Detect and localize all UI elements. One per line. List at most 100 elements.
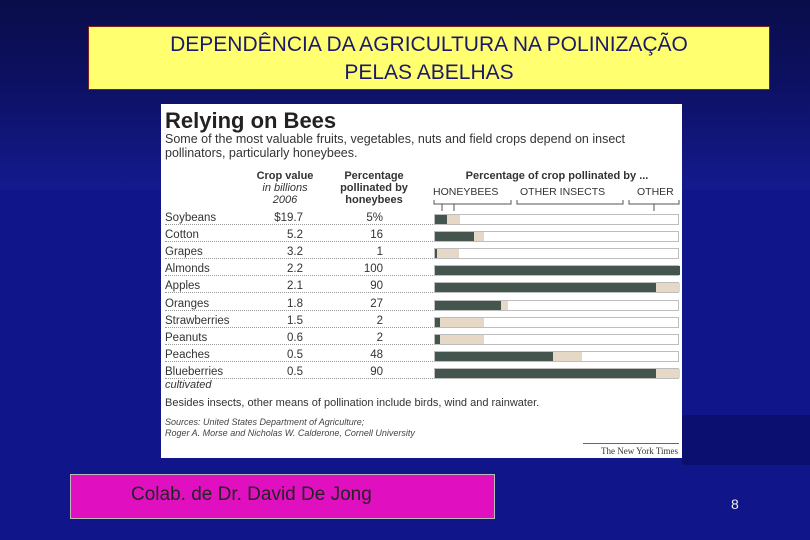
bar-honeybees bbox=[435, 283, 656, 293]
bar-other-insects bbox=[655, 283, 680, 293]
bar-honeybees bbox=[435, 300, 502, 310]
honeybee-percent: 1 bbox=[376, 246, 383, 259]
crop-value-header-line3: 2006 bbox=[272, 194, 298, 206]
bar-track bbox=[434, 299, 679, 311]
bar-track bbox=[434, 316, 679, 328]
publisher-rule bbox=[583, 443, 679, 444]
crop-value-header-line2: in billions bbox=[262, 182, 308, 194]
title-line-2: PELAS ABELHAS bbox=[344, 61, 514, 84]
crop-value-header-line1: Crop value bbox=[256, 170, 314, 182]
row-separator bbox=[165, 275, 433, 277]
crop-label: Peaches bbox=[165, 348, 210, 361]
bar-honeybees bbox=[435, 232, 475, 242]
row-separator bbox=[165, 258, 433, 260]
crop-note: cultivated bbox=[165, 378, 212, 391]
credit-text: Colab. de Dr. David De Jong bbox=[131, 484, 372, 505]
crop-label: Almonds bbox=[165, 263, 210, 276]
bar-honeybees bbox=[435, 317, 440, 327]
percent-header-line2: pollinated by bbox=[340, 182, 408, 194]
crop-label: Cotton bbox=[165, 229, 199, 242]
crop-value: 0.5 bbox=[287, 365, 303, 378]
legend-honeybees: HONEYBEES bbox=[433, 186, 499, 198]
bee-pollination-figure: Relying on Bees Some of the most valuabl… bbox=[161, 104, 682, 458]
bar-track bbox=[434, 214, 679, 225]
bar-other-insects bbox=[439, 317, 484, 327]
crop-value-header: Crop value in billions 2006 bbox=[245, 170, 325, 206]
honeybee-percent: 5% bbox=[366, 212, 383, 224]
percent-honeybee-header: Percentage pollinated by honeybees bbox=[329, 170, 419, 206]
crop-label: Soybeans bbox=[165, 212, 217, 224]
row-separator bbox=[165, 360, 433, 362]
crop-value: 1.8 bbox=[287, 297, 303, 310]
slide-title: DEPENDÊNCIA DA AGRICULTURA NA POLINIZAÇÃ… bbox=[88, 26, 770, 90]
bracket-honeybees bbox=[433, 200, 512, 205]
figure-subheading: Some of the most valuable fruits, vegeta… bbox=[165, 132, 625, 160]
bar-other-insects bbox=[501, 300, 509, 310]
legend-other: OTHER bbox=[637, 186, 674, 198]
source-line-2: Roger A. Morse and Nicholas W. Calderone… bbox=[165, 428, 415, 438]
bar-honeybees bbox=[435, 215, 448, 224]
bar-other-insects bbox=[474, 232, 484, 242]
honeybee-percent: 2 bbox=[376, 331, 383, 344]
crop-value: 0.5 bbox=[287, 348, 303, 361]
bar-track bbox=[434, 350, 679, 362]
crop-label: Strawberries bbox=[165, 314, 230, 327]
honeybee-percent: 100 bbox=[363, 263, 383, 276]
honeybee-percent: 90 bbox=[370, 280, 383, 293]
bar-honeybees bbox=[435, 249, 438, 259]
bar-other-insects bbox=[439, 334, 484, 344]
crop-label: Blueberries bbox=[165, 365, 224, 378]
percent-header-line3: honeybees bbox=[345, 194, 403, 206]
row-separator bbox=[165, 326, 433, 328]
bar-track bbox=[434, 367, 680, 379]
crop-label: Grapes bbox=[165, 246, 203, 259]
crop-value: 5.2 bbox=[287, 229, 303, 242]
crop-value: 2.1 bbox=[287, 280, 303, 293]
crop-value: 0.6 bbox=[287, 331, 303, 344]
row-separator bbox=[165, 309, 433, 311]
legend-other-insects: OTHER INSECTS bbox=[520, 186, 606, 198]
crop-value: $19.7 bbox=[274, 212, 303, 224]
publisher-credit: The New York Times bbox=[600, 446, 678, 456]
percent-header-line1: Percentage bbox=[344, 170, 404, 182]
figure-heading: Relying on Bees bbox=[165, 108, 337, 133]
bar-track bbox=[434, 265, 680, 277]
row-separator bbox=[165, 343, 433, 345]
bar-other-insects bbox=[437, 249, 460, 259]
row-separator bbox=[165, 224, 433, 225]
background-block bbox=[682, 415, 810, 465]
row-separator bbox=[165, 377, 433, 379]
crop-value: 3.2 bbox=[287, 246, 303, 259]
bar-track bbox=[434, 248, 679, 260]
footnote: Besides insects, other means of pollinat… bbox=[165, 397, 540, 409]
row-separator bbox=[165, 292, 433, 294]
bar-chart-header-text: Percentage of crop pollinated by ... bbox=[465, 170, 649, 182]
bracket-other bbox=[628, 200, 680, 205]
source-line-1: Sources: United States Department of Agr… bbox=[165, 417, 365, 427]
bar-track bbox=[434, 231, 679, 243]
crop-value: 1.5 bbox=[287, 314, 303, 327]
bar-track bbox=[434, 333, 679, 345]
bar-track bbox=[434, 282, 680, 294]
bracket-other-insects bbox=[516, 200, 624, 205]
bar-other-insects bbox=[552, 351, 582, 361]
honeybee-percent: 2 bbox=[376, 314, 383, 327]
bar-honeybees bbox=[435, 266, 680, 276]
honeybee-percent: 48 bbox=[370, 348, 383, 361]
honeybee-percent: 27 bbox=[370, 297, 383, 310]
page-number: 8 bbox=[731, 496, 739, 512]
honeybee-percent: 16 bbox=[370, 229, 383, 242]
sources: Sources: United States Department of Agr… bbox=[165, 417, 415, 439]
crop-label: Apples bbox=[165, 280, 201, 293]
crop-label: Oranges bbox=[165, 297, 210, 310]
bar-chart-header: Percentage of crop pollinated by ... bbox=[433, 170, 681, 182]
honeybee-percent: 90 bbox=[370, 365, 383, 378]
crop-label: Peanuts bbox=[165, 331, 208, 344]
bar-honeybees bbox=[435, 368, 656, 378]
bar-other-insects bbox=[447, 215, 460, 224]
title-line-1: DEPENDÊNCIA DA AGRICULTURA NA POLINIZAÇÃ… bbox=[170, 33, 688, 56]
bar-honeybees bbox=[435, 334, 440, 344]
row-separator bbox=[165, 241, 433, 243]
bar-honeybees bbox=[435, 351, 553, 361]
bar-other-insects bbox=[655, 368, 680, 378]
